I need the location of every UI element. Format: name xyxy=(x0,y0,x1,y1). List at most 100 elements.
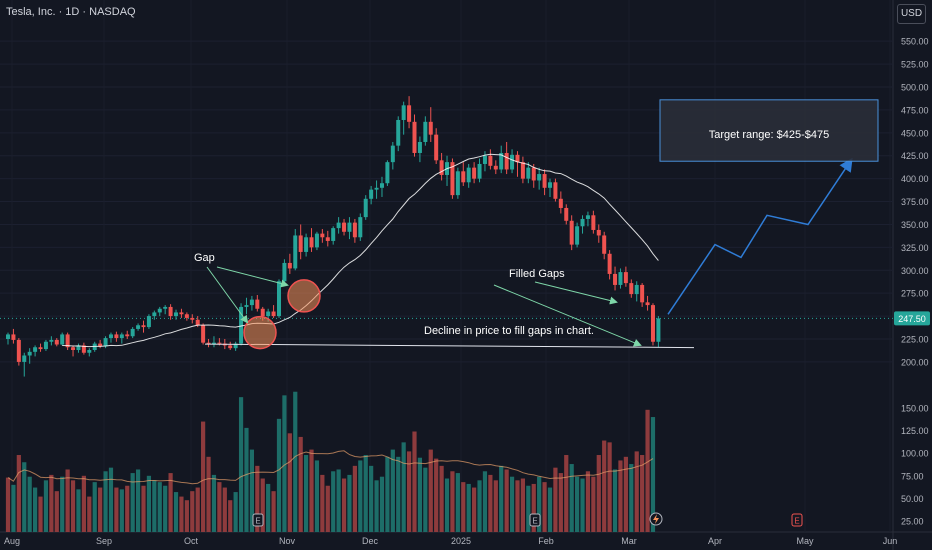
volume-bar xyxy=(564,455,569,532)
candle-body xyxy=(640,284,645,303)
volume-bar xyxy=(130,473,135,532)
volume-bar xyxy=(249,449,254,532)
volume-bar xyxy=(466,483,471,532)
volume-bar xyxy=(650,417,656,532)
time-tick-label: Jun xyxy=(883,536,898,546)
volume-bar xyxy=(547,487,553,532)
candle-body xyxy=(130,328,135,337)
volume-bar xyxy=(190,491,195,532)
volume-bar xyxy=(168,473,173,532)
volume-bar xyxy=(43,480,49,532)
candle-body xyxy=(374,187,379,190)
volume-bar xyxy=(504,469,509,532)
time-tick-label: Feb xyxy=(538,536,554,546)
candle-body xyxy=(217,342,222,344)
candle-body xyxy=(390,145,395,163)
volume-bar xyxy=(455,473,460,532)
candle-body xyxy=(531,167,536,181)
candle-body xyxy=(504,152,509,170)
volume-bar xyxy=(575,476,580,532)
volume-bar xyxy=(325,485,330,532)
volume-bar xyxy=(531,483,536,532)
price-tick-label: 400.00 xyxy=(901,174,929,184)
volume-bar xyxy=(569,464,574,532)
volume-tick-label: 50.00 xyxy=(901,494,924,504)
candle-body xyxy=(650,305,655,342)
volume-bar xyxy=(434,458,439,532)
candle-body xyxy=(493,165,498,170)
candle-body xyxy=(179,312,184,315)
volume-bar xyxy=(542,482,547,532)
volume-bar xyxy=(612,469,618,532)
candle-body xyxy=(168,306,173,317)
moving-average-line xyxy=(62,153,659,348)
volume-bar xyxy=(477,480,482,532)
candle-body xyxy=(184,314,189,318)
time-tick-label: Nov xyxy=(279,536,296,546)
volume-bar xyxy=(173,492,179,532)
volume-bar xyxy=(461,482,466,532)
volume-bar xyxy=(255,465,260,532)
volume-bar xyxy=(233,492,238,532)
volume-bar xyxy=(54,491,59,532)
volume-bar xyxy=(412,431,417,532)
volume-bar xyxy=(499,465,504,532)
chart-title: Tesla, Inc. · 1D · NASDAQ xyxy=(6,6,136,18)
target-range-label: Target range: $425-$475 xyxy=(709,129,829,141)
volume-bar xyxy=(352,465,357,532)
candle-body xyxy=(152,312,157,317)
volume-bar xyxy=(49,474,54,532)
candle-body xyxy=(125,334,130,337)
volume-bar xyxy=(184,500,189,532)
gap-label: Gap xyxy=(194,252,215,264)
volume-bar xyxy=(222,487,227,532)
price-tick-label: 550.00 xyxy=(901,37,929,47)
time-tick-label: Dec xyxy=(362,536,379,546)
volume-bar xyxy=(509,476,515,532)
candle-body xyxy=(146,316,151,328)
candle-body xyxy=(472,167,477,179)
candle-body xyxy=(618,272,623,285)
candle-body xyxy=(293,235,298,269)
volume-bar xyxy=(163,485,168,532)
volume-bar xyxy=(580,478,585,532)
volume-bar xyxy=(119,489,124,532)
candle-body xyxy=(607,253,612,274)
candle-body xyxy=(358,217,363,238)
candle-body xyxy=(488,155,493,166)
candle-body xyxy=(195,319,200,326)
candle-body xyxy=(585,215,590,219)
time-tick-label: Sep xyxy=(96,536,112,546)
price-tick-label: 425.00 xyxy=(901,151,929,161)
annotation-arrow xyxy=(534,281,618,305)
candle-body xyxy=(569,220,574,245)
volume-bar xyxy=(645,409,650,532)
volume-bar xyxy=(493,480,498,532)
volume-bar xyxy=(206,456,211,532)
candle-body xyxy=(249,299,254,306)
candle-body xyxy=(591,215,596,230)
candle-body xyxy=(596,229,601,236)
volume-bar xyxy=(16,455,21,532)
candle-body xyxy=(656,318,661,342)
filled-gaps-label: Filled Gaps xyxy=(509,268,565,280)
volume-bar xyxy=(282,395,287,532)
volume-bar xyxy=(33,487,38,532)
candle-body xyxy=(71,347,76,350)
volume-bar xyxy=(81,475,86,532)
candle-body xyxy=(239,306,244,344)
earnings-marker xyxy=(791,513,803,527)
candle-body xyxy=(287,262,292,269)
currency-button[interactable]: USD xyxy=(897,4,926,24)
support-line xyxy=(204,343,695,349)
candle-body xyxy=(575,226,580,245)
candle-body xyxy=(537,174,542,181)
candle-body xyxy=(266,311,271,317)
volume-bar xyxy=(125,485,130,532)
earnings-marker xyxy=(529,513,541,527)
volume-bar xyxy=(298,436,303,532)
volume-bar xyxy=(76,489,81,532)
time-tick-label: Apr xyxy=(708,536,722,546)
candle-body xyxy=(114,334,119,339)
